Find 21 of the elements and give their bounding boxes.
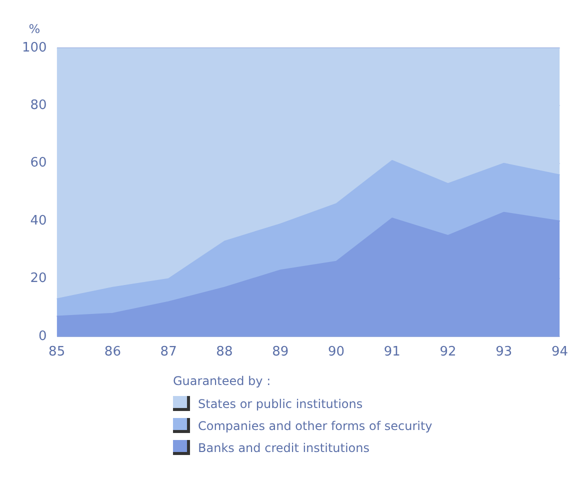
legend-title: Guaranteed by :	[173, 374, 272, 388]
y-tick-label: 40	[30, 213, 47, 228]
y-tick-label: 20	[30, 271, 47, 286]
x-tick-label: 90	[328, 344, 344, 360]
x-tick-label: 91	[384, 344, 400, 360]
x-tick-label: 87	[160, 344, 177, 360]
x-tick-label: 85	[48, 344, 66, 360]
legend-label: Banks and credit institutions	[198, 440, 370, 454]
y-tick-label: 60	[30, 156, 47, 171]
y-axis-title: %	[28, 22, 40, 36]
y-tick-label: 0	[38, 328, 47, 344]
x-tick-label: 89	[272, 344, 289, 360]
x-tick-label: 88	[216, 344, 233, 360]
legend-label: Companies and other forms of security	[198, 418, 432, 432]
legend-label: States or public institutions	[198, 396, 363, 410]
x-tick-label: 94	[551, 344, 568, 360]
x-tick-label: 92	[440, 344, 456, 360]
y-tick-label: 100	[22, 40, 47, 56]
y-tick-label: 80	[30, 98, 47, 114]
x-tick-label: 93	[496, 344, 512, 360]
x-tick-label: 86	[104, 344, 121, 360]
